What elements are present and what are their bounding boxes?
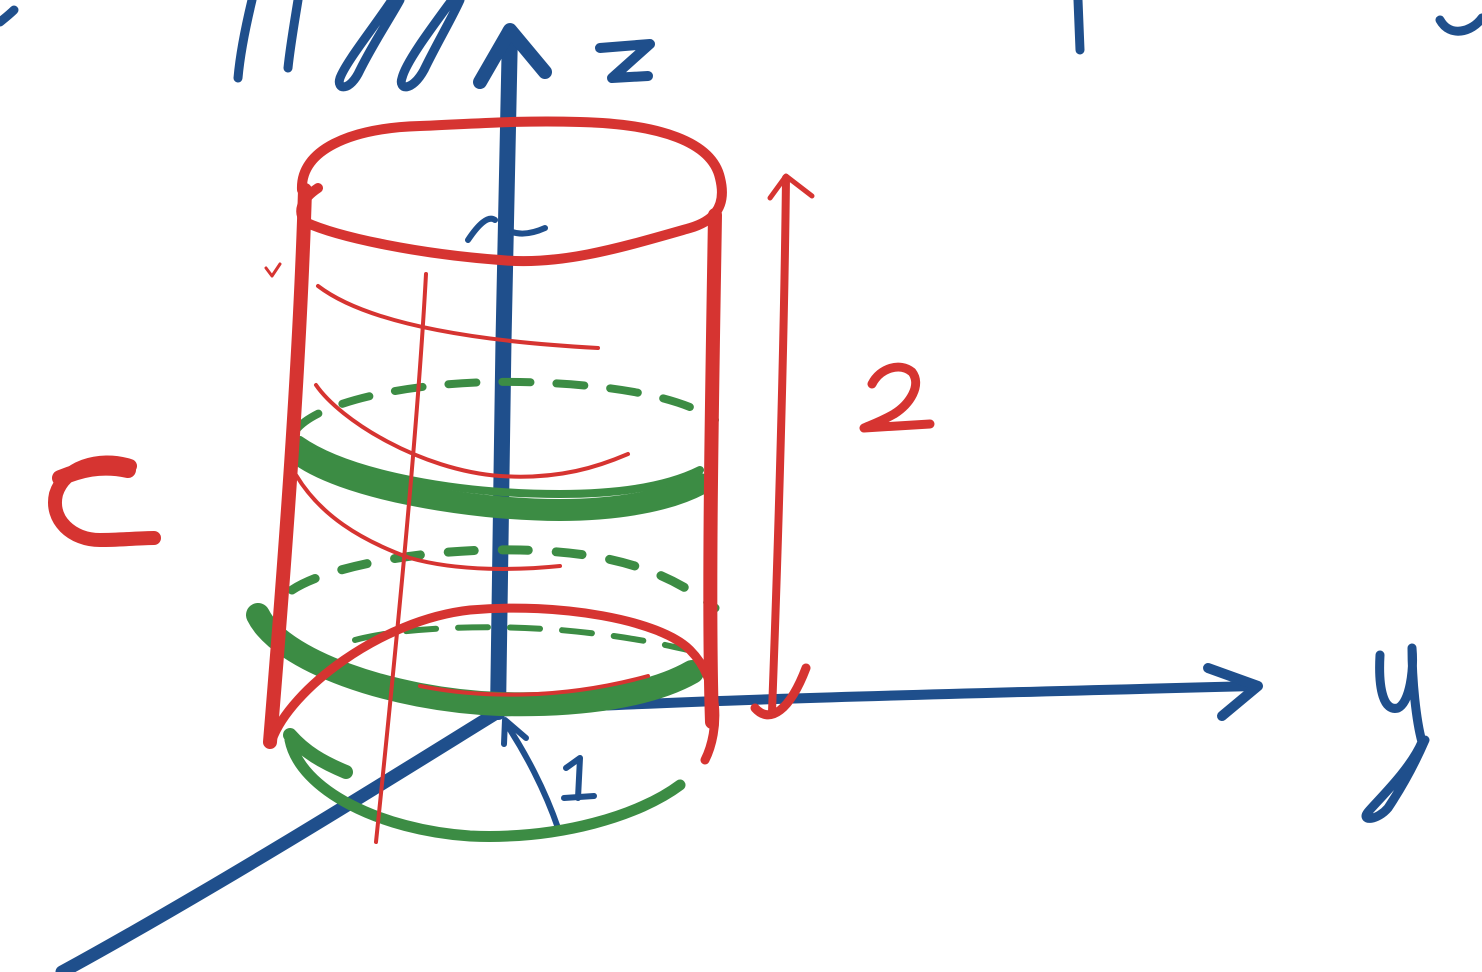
height-arrow-shaft <box>768 174 790 716</box>
axes <box>55 23 1430 972</box>
strip-lower-back <box>287 545 720 613</box>
x-axis <box>55 705 505 972</box>
z-axis-label: z <box>600 81 601 83</box>
y-label-strokes <box>1361 643 1430 823</box>
y-axis-label: y <box>1380 739 1381 741</box>
top-ellipse <box>296 116 727 267</box>
strip-lower-front <box>246 603 704 717</box>
height-label-strokes <box>859 362 935 433</box>
bottom-ellipse <box>267 603 720 765</box>
y-axis-arrowhead <box>1203 663 1263 721</box>
cylinder <box>48 116 935 844</box>
radius-arrow <box>502 719 561 831</box>
radius-label <box>561 755 597 801</box>
base-front-green <box>284 734 686 842</box>
strip-upper-front <box>285 441 711 521</box>
surface-label: C <box>60 539 61 541</box>
z-label-strokes <box>595 39 655 83</box>
height-arrow-head <box>767 173 815 201</box>
top-cropped-handwriting <box>0 0 1482 92</box>
z-axis-arrowhead <box>473 23 552 89</box>
left-side <box>263 183 312 749</box>
right-side <box>703 208 722 729</box>
strip-upper-back <box>292 377 719 434</box>
strip-band <box>246 377 720 842</box>
